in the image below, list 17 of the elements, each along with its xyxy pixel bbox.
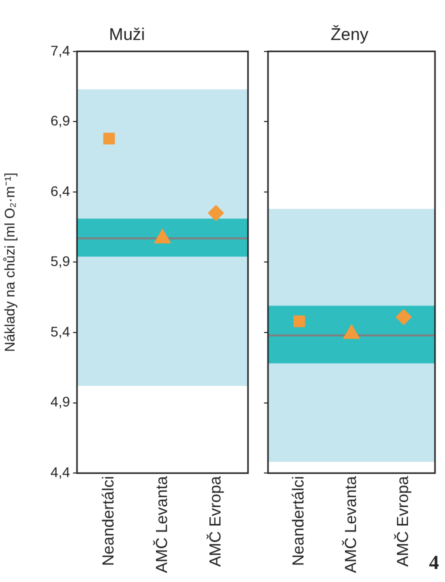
y-tick-label: 5,4 — [50, 323, 70, 340]
y-tick-label: 7,4 — [50, 42, 70, 58]
y-tick-label: 4,9 — [50, 394, 70, 410]
chart-title: Muži — [109, 24, 145, 44]
y-tick-label: 6,9 — [50, 112, 70, 129]
text: 4 — [429, 552, 439, 574]
x-tick-label: AMČ Evropa — [206, 476, 224, 567]
chart-title: Ženy — [330, 24, 369, 44]
y-tick-label: 5,9 — [50, 253, 70, 270]
y-axis-title: Náklady na chůzi [ml O₂·m⁻¹] — [1, 172, 18, 352]
x-tick-label: Neandertálci — [100, 476, 118, 566]
x-tick-label: AMČ Levanta — [152, 476, 171, 573]
y-tick-label: 4,4 — [50, 464, 70, 480]
x-tick-label: Neandertálci — [290, 476, 308, 566]
y-tick-label: 6,4 — [50, 182, 70, 199]
x-tick-label: AMČ Levanta — [342, 476, 360, 573]
x-tick-label: AMČ Evropa — [394, 476, 412, 567]
